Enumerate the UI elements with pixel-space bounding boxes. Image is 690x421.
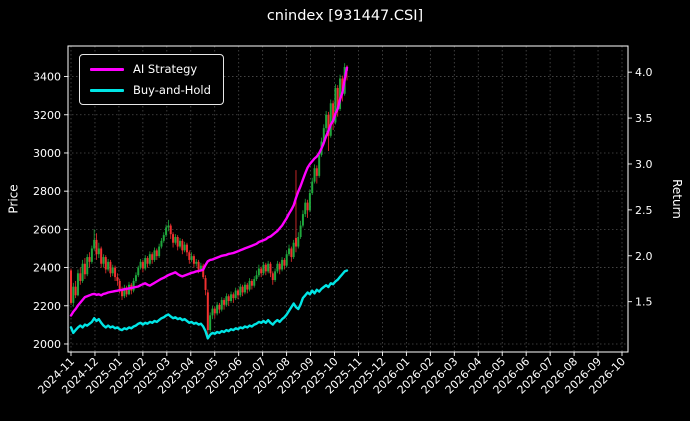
ai-strategy-line: [69, 66, 349, 317]
legend-item-ai-strategy: AI Strategy: [90, 62, 211, 76]
return-tick-label: 4.0: [635, 66, 653, 79]
price-tick-label: 2200: [33, 300, 61, 313]
chart-title: cnindex [931447.CSI]: [266, 8, 424, 24]
legend: AI Strategy Buy-and-Hold: [79, 54, 224, 105]
price-tick-label: 3200: [33, 109, 61, 122]
legend-item-buy-and-hold: Buy-and-Hold: [90, 83, 211, 97]
legend-label-buy-and-hold: Buy-and-Hold: [133, 83, 211, 97]
return-tick-label: 3.5: [635, 112, 653, 125]
ai-strategy-line-swatch: [90, 67, 124, 71]
price-tick-label: 2400: [33, 262, 61, 275]
price-tick-label: 2000: [33, 338, 61, 351]
price-tick-label: 3000: [33, 147, 61, 160]
tick-labels: 2024-112024-122025-012025-022025-032025-…: [33, 66, 653, 396]
candles-series: [70, 63, 348, 339]
plot-border: [67, 45, 629, 353]
return-tick-label: 2.0: [635, 250, 653, 263]
legend-label-ai-strategy: AI Strategy: [133, 62, 198, 76]
return-tick-label: 3.0: [635, 158, 653, 171]
buy-and-hold-line-swatch: [90, 88, 124, 92]
price-tick-label: 2600: [33, 223, 61, 236]
price-tick-label: 3400: [33, 71, 61, 84]
return-tick-label: 1.5: [635, 296, 653, 309]
return-tick-label: 2.5: [635, 204, 653, 217]
price-tick-label: 2800: [33, 185, 61, 198]
tick-marks: [64, 71, 632, 356]
buy-and-hold-line: [69, 269, 349, 340]
